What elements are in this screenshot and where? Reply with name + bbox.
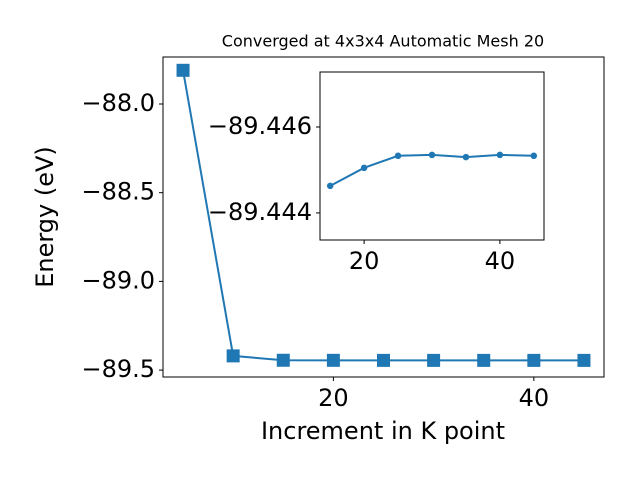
x-tick-label: 40 — [485, 247, 516, 275]
marker — [462, 153, 470, 161]
y-tick-label: −89.444 — [208, 198, 312, 226]
marker — [176, 63, 190, 77]
marker — [394, 152, 402, 160]
y-tick-label: −89.446 — [208, 112, 312, 140]
marker — [276, 353, 290, 367]
y-axis-label: Energy (eV) — [31, 146, 59, 288]
y-tick-label: −88.5 — [81, 178, 155, 206]
marker — [527, 353, 541, 367]
marker — [226, 349, 240, 363]
y-tick-label: −89.5 — [81, 355, 155, 383]
marker — [326, 182, 334, 190]
y-tick-label: −89.0 — [81, 266, 155, 294]
marker — [477, 353, 491, 367]
marker — [427, 353, 441, 367]
x-tick-label: 20 — [318, 384, 349, 412]
marker — [577, 353, 591, 367]
y-tick-label: −88.0 — [81, 89, 155, 117]
marker — [530, 152, 538, 160]
marker — [360, 164, 368, 172]
chart-title: Converged at 4x3x4 Automatic Mesh 20 — [222, 32, 544, 51]
x-axis-label: Increment in K point — [261, 417, 505, 445]
x-tick-label: 20 — [349, 247, 380, 275]
marker — [377, 353, 390, 367]
marker — [326, 353, 340, 367]
marker — [428, 151, 436, 159]
x-tick-label: 40 — [519, 384, 550, 412]
marker — [496, 151, 504, 159]
